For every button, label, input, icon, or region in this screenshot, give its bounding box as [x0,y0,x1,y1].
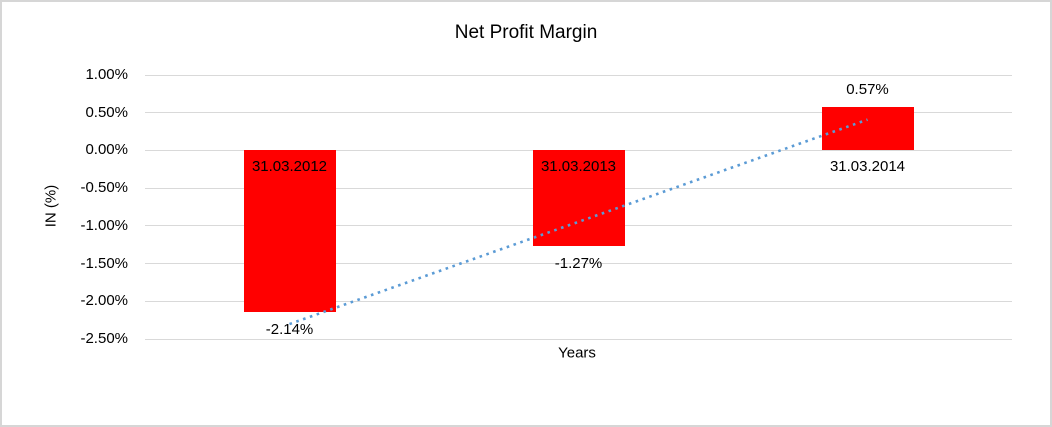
bar-value-label: -2.14% [265,320,314,338]
bar-category-label: 31.03.2013 [540,158,617,176]
bar-category-label: 31.03.2014 [829,158,906,176]
gridline [145,74,1012,76]
y-tick-label: 0.00% [85,141,128,159]
y-tick-label: 0.50% [85,103,128,121]
bar-value-label: 0.57% [846,81,889,99]
y-tick-label: -2.50% [80,330,128,347]
bar-value-label: -1.27% [554,255,603,273]
gridline [145,338,1012,340]
y-tick-label: -1.50% [80,254,128,272]
y-tick-label: 1.00% [85,66,128,83]
y-tick-label: -2.00% [80,292,128,310]
bar-category-label: 31.03.2012 [251,158,328,176]
y-tick-label: -1.00% [80,216,128,234]
chart-title: Net Profit Margin [454,22,598,43]
gridline [145,112,1012,114]
y-tick-label: -0.50% [80,179,128,197]
x-axis-title: Years [558,344,596,362]
